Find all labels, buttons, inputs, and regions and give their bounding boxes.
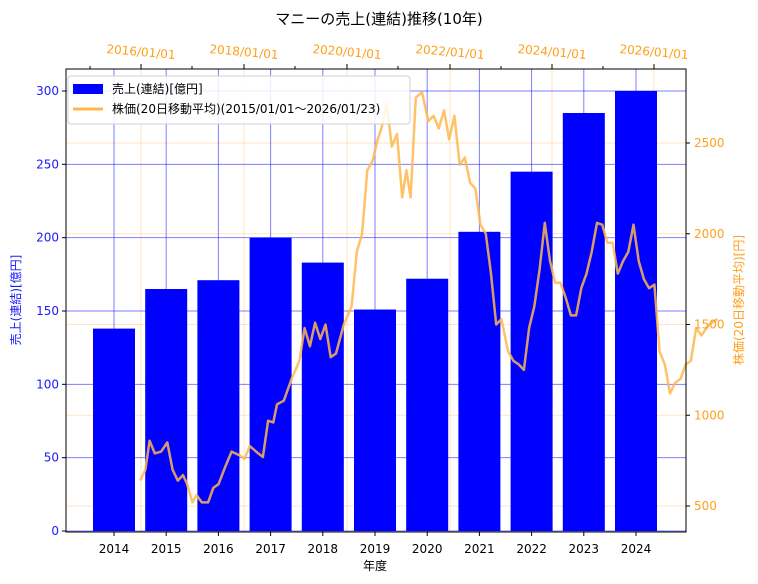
top-x-axis: 2016/01/01 2018/01/01 2020/01/01 2022/01/01… (89, 42, 689, 69)
revenue-bar (458, 231, 501, 532)
legend-box (67, 75, 411, 125)
top-tick-label: 2016/01/01 (106, 42, 176, 62)
bottom-tick-label: 2019 (360, 542, 391, 556)
bottom-tick-label: 2024 (621, 542, 652, 556)
revenue-bar (145, 289, 188, 531)
legend: 売上(連結)[億円] 株価(20日移動平均)(2015/01/01〜2026/0… (67, 75, 411, 125)
bottom-tick-label: 2020 (412, 542, 443, 556)
revenue-bar (93, 328, 135, 531)
bottom-tick-label: 2022 (516, 542, 547, 556)
bottom-x-axis: 2014 2015 2016 2017 2018 2019 2020 2021 2022 2023… (99, 532, 652, 556)
right-axis-label: 株価(20日移動平均)[円] (731, 235, 746, 365)
bottom-tick-label: 2018 (308, 542, 339, 556)
legend-bar-label: 売上(連結)[億円] (112, 81, 203, 96)
top-tick-label: 2024/01/01 (517, 42, 587, 62)
right-tick-label: 2500 (694, 136, 725, 150)
stock-price-line (139, 90, 719, 504)
bottom-tick-label: 2023 (569, 542, 600, 556)
left-tick-label: 0 (51, 524, 59, 538)
top-tick-label: 2018/01/01 (209, 42, 279, 62)
bottom-tick-label: 2016 (203, 542, 234, 556)
left-tick-label: 50 (44, 451, 59, 465)
right-tick-label: 500 (694, 499, 717, 513)
top-tick-label: 2022/01/01 (415, 42, 485, 62)
right-tick-label: 1000 (694, 408, 725, 422)
bottom-tick-label: 2017 (255, 542, 286, 556)
top-tick-label: 2020/01/01 (312, 42, 382, 62)
right-tick-label: 1500 (694, 318, 725, 332)
revenue-bars (93, 91, 657, 532)
bottom-axis-label: 年度 (363, 558, 387, 573)
plot-frame (65, 68, 687, 533)
left-tick-label: 200 (36, 231, 59, 245)
left-tick-label: 150 (36, 304, 59, 318)
bottom-tick-label: 2015 (151, 542, 182, 556)
revenue-bar (615, 91, 657, 531)
left-tick-label: 300 (36, 84, 59, 98)
left-y-axis: 0 50 100 150 200 250 300 (36, 84, 66, 538)
left-axis-label: 売上(連結)[億円] (8, 255, 23, 346)
right-y-axis: 500 1000 1500 2000 2500 (686, 136, 725, 513)
legend-bar-swatch (73, 84, 103, 94)
bottom-tick-label: 2014 (99, 542, 130, 556)
left-tick-label: 250 (36, 157, 59, 171)
chart-title: マニーの売上(連結)推移(10年) (275, 10, 483, 28)
right-tick-label: 2000 (694, 227, 725, 241)
left-tick-label: 100 (36, 377, 59, 391)
top-tick-label: 2026/01/01 (619, 42, 689, 62)
revenue-bar (249, 237, 292, 531)
revenue-bar (301, 262, 344, 531)
bottom-tick-label: 2021 (464, 542, 495, 556)
revenue-bar (354, 309, 396, 531)
revenue-bar (562, 113, 605, 531)
revenue-bar (406, 278, 449, 531)
legend-line-label: 株価(20日移動平均)(2015/01/01〜2026/01/23) (112, 101, 380, 116)
revenue-bar (197, 280, 240, 531)
